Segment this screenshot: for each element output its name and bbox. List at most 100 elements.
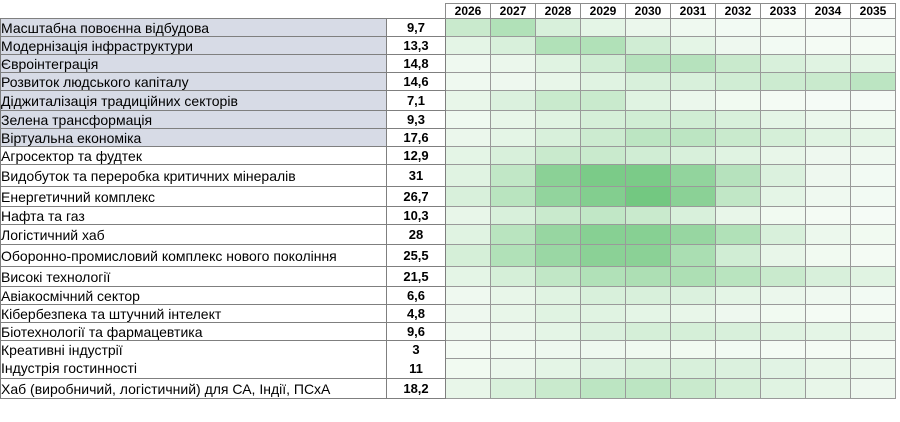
heat-cell-2027 (490, 266, 536, 287)
year-header-2026: 2026 (445, 3, 491, 19)
heat-cell-2026 (445, 286, 491, 305)
heat-cell-2032 (715, 322, 761, 341)
year-header-2033: 2033 (760, 3, 806, 19)
heat-cell-2034 (805, 18, 851, 37)
heat-cell-2030 (625, 72, 671, 91)
heat-cell-2029 (580, 322, 626, 341)
heat-cell-2030 (625, 224, 671, 245)
row-label: Кібербезпека та штучний інтелект (0, 304, 387, 323)
heat-cell-2033 (760, 304, 806, 323)
heat-cell-2031 (670, 286, 716, 305)
heat-cell-2027 (490, 340, 536, 359)
heat-cell-2026 (445, 266, 491, 287)
heat-cell-2031 (670, 186, 716, 207)
heat-cell-2034 (805, 206, 851, 225)
heat-cell-2033 (760, 286, 806, 305)
heat-cell-2035 (850, 128, 896, 147)
year-header-row: 2026 2027 2028 2029 2030 2031 2032 2033 2034 2035 (1, 3, 896, 19)
heat-cell-2026 (445, 340, 491, 359)
heat-cell-2028 (535, 244, 581, 267)
heat-cell-2026 (445, 18, 491, 37)
heat-cell-2027 (490, 224, 536, 245)
heat-cell-2029 (580, 110, 626, 129)
row-label: Євроінтеграція (0, 54, 387, 73)
heat-cell-2026 (445, 72, 491, 91)
heat-cell-2031 (670, 110, 716, 129)
heat-cell-2028 (535, 206, 581, 225)
table-row: Високі технології 21,5 (0, 266, 896, 287)
heat-cell-2026 (445, 322, 491, 341)
heat-cell-2033 (760, 340, 806, 359)
heat-cell-2033 (760, 18, 806, 37)
heat-cell-2032 (715, 146, 761, 165)
row-value: 31 (386, 164, 446, 187)
heat-cell-2031 (670, 128, 716, 147)
heat-cell-2027 (490, 54, 536, 73)
heat-cell-2031 (670, 224, 716, 245)
heat-cell-2027 (490, 36, 536, 55)
heat-cell-2032 (715, 304, 761, 323)
row-value: 10,3 (386, 206, 446, 225)
heat-cell-2028 (535, 322, 581, 341)
heat-cell-2026 (445, 110, 491, 129)
table-row: Віртуальна економіка 17,6 (0, 128, 896, 147)
year-header-2032: 2032 (715, 3, 761, 19)
heat-cell-2035 (850, 244, 896, 267)
row-label: Креативні індустрії (0, 340, 387, 359)
heat-cell-2034 (805, 286, 851, 305)
heat-cell-2035 (850, 36, 896, 55)
heat-cell-2028 (535, 378, 581, 399)
heat-cell-2035 (850, 304, 896, 323)
heat-cell-2031 (670, 36, 716, 55)
heat-cell-2035 (850, 322, 896, 341)
heat-cell-2032 (715, 266, 761, 287)
row-label: Логістичний хаб (0, 224, 387, 245)
heat-cell-2030 (625, 128, 671, 147)
heat-cell-2030 (625, 18, 671, 37)
heat-cell-2030 (625, 54, 671, 73)
row-label: Хаб (виробничий, логістичний) для СА, Ін… (0, 378, 387, 399)
row-value: 7,1 (386, 90, 446, 111)
heat-cell-2029 (580, 206, 626, 225)
heat-cell-2033 (760, 206, 806, 225)
year-header-2027: 2027 (490, 3, 536, 19)
table-row: Діджиталізація традиційних секторів 7,1 (0, 90, 896, 111)
table-row: Євроінтеграція 14,8 (0, 54, 896, 73)
row-label: Розвиток людського капіталу (0, 72, 387, 91)
heat-cell-2030 (625, 164, 671, 187)
row-label: Модернізація інфраструктури (0, 36, 387, 55)
heat-cell-2033 (760, 358, 806, 379)
heat-cell-2033 (760, 54, 806, 73)
heat-cell-2032 (715, 36, 761, 55)
heat-cell-2034 (805, 186, 851, 207)
roadmap-heatmap: 2026 2027 2028 2029 2030 2031 2032 2033 2034 2035… (0, 3, 896, 399)
row-value: 26,7 (386, 186, 446, 207)
heat-cell-2035 (850, 90, 896, 111)
heat-cell-2028 (535, 266, 581, 287)
heat-cell-2029 (580, 54, 626, 73)
year-header-2035: 2035 (850, 3, 896, 19)
heat-cell-2029 (580, 378, 626, 399)
year-header-2030: 2030 (625, 3, 671, 19)
heat-cell-2030 (625, 110, 671, 129)
table-row: Хаб (виробничий, логістичний) для СА, Ін… (0, 378, 896, 399)
row-value: 9,7 (386, 18, 446, 37)
heat-cell-2034 (805, 72, 851, 91)
heat-cell-2034 (805, 304, 851, 323)
row-label: Віртуальна економіка (0, 128, 387, 147)
row-label: Агросектор та фудтек (0, 146, 387, 165)
heat-cell-2028 (535, 54, 581, 73)
row-value: 18,2 (386, 378, 446, 399)
heat-cell-2035 (850, 18, 896, 37)
row-value: 14,8 (386, 54, 446, 73)
heat-cell-2034 (805, 322, 851, 341)
heat-cell-2027 (490, 358, 536, 379)
heat-cell-2033 (760, 36, 806, 55)
heat-cell-2031 (670, 378, 716, 399)
heat-cell-2032 (715, 164, 761, 187)
heat-cell-2031 (670, 358, 716, 379)
heat-cell-2029 (580, 358, 626, 379)
heat-cell-2027 (490, 90, 536, 111)
heat-cell-2026 (445, 186, 491, 207)
